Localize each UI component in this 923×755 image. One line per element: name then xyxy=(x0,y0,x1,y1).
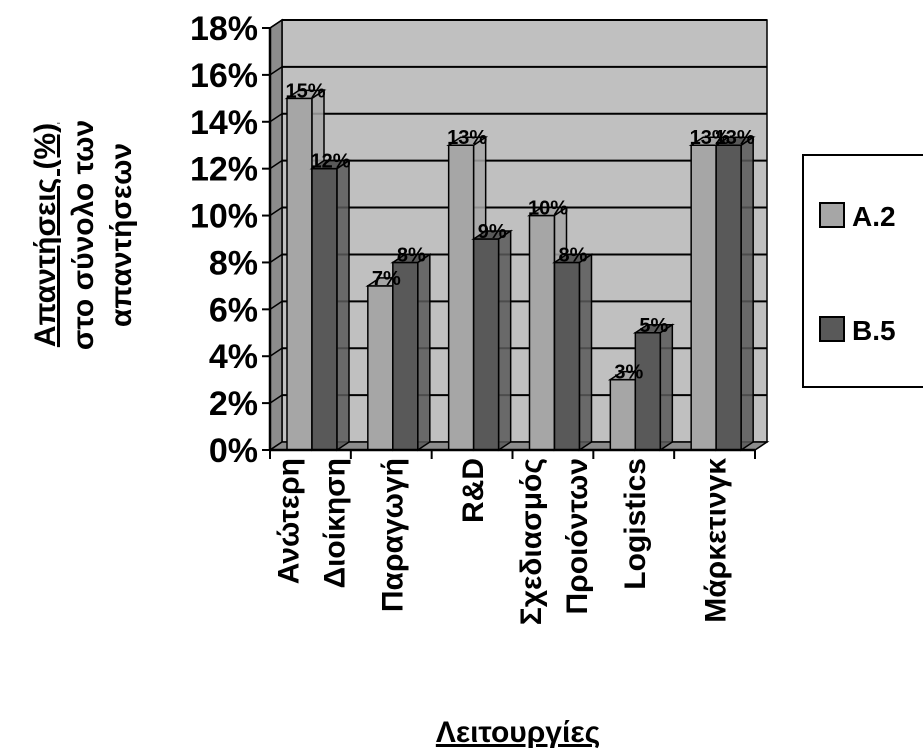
bar-a2-front xyxy=(528,214,556,451)
data-label-a2: 15% xyxy=(285,80,325,102)
bar-b5-side xyxy=(578,253,593,452)
data-label-b5: 12% xyxy=(310,151,350,173)
gridline xyxy=(269,253,283,264)
side-wall xyxy=(269,18,283,452)
y-tick-label: 18% xyxy=(190,10,258,48)
x-tick-label: R&D xyxy=(457,458,490,523)
data-label-b5: 13% xyxy=(715,127,755,149)
data-label-b5: 8% xyxy=(397,244,426,266)
bar-b5-front xyxy=(634,332,662,451)
bar-a2-front xyxy=(447,144,475,451)
bar-b5-front xyxy=(392,261,419,451)
data-label-b5: 8% xyxy=(559,244,588,266)
bar-a2-front xyxy=(690,144,717,451)
data-label-a2: 13% xyxy=(690,127,730,149)
gridline xyxy=(269,113,283,123)
y-tick-label: 12% xyxy=(190,151,258,189)
y-axis-title-line-1: Απαντήσεις (%) xyxy=(29,123,62,347)
bar-b5-front xyxy=(553,261,581,451)
y-tick-label: 6% xyxy=(209,291,258,329)
bar-a2-front xyxy=(367,285,394,451)
x-tick-label: Logistics xyxy=(619,458,652,590)
y-tick-label: 8% xyxy=(209,244,258,282)
data-label-a2: 7% xyxy=(372,268,401,290)
bar-b5-side xyxy=(417,253,431,452)
bar-a2-front xyxy=(609,378,637,451)
bar-b5-side xyxy=(497,229,512,452)
data-label-a2: 10% xyxy=(528,198,568,220)
gridline xyxy=(269,206,283,217)
bar-a2-front xyxy=(286,97,313,451)
x-tick-label: Ανώτερη xyxy=(272,458,305,584)
x-axis-title: Λειτουργίες xyxy=(436,716,600,749)
bar-b5-side xyxy=(659,323,674,452)
gridline xyxy=(269,347,283,357)
gridline xyxy=(269,66,283,76)
gridline xyxy=(269,160,283,170)
data-label-a2: 13% xyxy=(447,127,487,149)
legend-label-b5: B.5 xyxy=(852,315,896,346)
data-labels: 15%12%7%8%13%9%10%8%3%5%13%13% xyxy=(285,80,754,383)
y-axis-title: Απαντήσεις (%) στο σύνολο των απαντήσεων xyxy=(29,120,138,350)
y-tick-label: 14% xyxy=(190,104,258,142)
x-tick-label: Διοίκηση xyxy=(318,458,351,588)
bars xyxy=(284,88,756,452)
data-label-a2: 3% xyxy=(614,362,643,384)
legend-swatch-a2 xyxy=(819,202,845,228)
y-tick-label: 0% xyxy=(209,432,258,470)
y-axis-title-line-3: απαντήσεων xyxy=(105,143,138,327)
bar-b5-front xyxy=(715,144,742,451)
bar-b5-side xyxy=(336,159,350,452)
legend: A.2 B.5 xyxy=(802,154,923,388)
data-label-b5: 5% xyxy=(639,315,668,337)
y-axis-title-line-2: στο σύνολο των xyxy=(67,120,100,350)
y-tick-label: 10% xyxy=(190,198,258,236)
y-tick-label: 2% xyxy=(209,385,258,423)
legend-swatch-b5 xyxy=(819,316,845,342)
bar-b5-front xyxy=(472,238,500,451)
x-tick-label: Μάρκετινγκ xyxy=(700,458,733,623)
x-tick-label: Παραγωγή xyxy=(376,458,409,612)
y-tick-label: 16% xyxy=(190,57,258,95)
bar-b5-side xyxy=(740,135,754,452)
y-tick-label: 4% xyxy=(209,338,258,376)
x-tick-label: Σχεδιασμός xyxy=(515,458,548,625)
gridline xyxy=(269,19,283,29)
legend-box xyxy=(802,154,923,388)
data-label-b5: 9% xyxy=(478,221,507,243)
axes: 0% 2% 4% 6% 8% 10% 12% 14% 16% 18% Ανώτερη Διοίκηση… xyxy=(190,10,756,625)
gridline xyxy=(269,300,283,310)
x-tick-label: Προιόντων xyxy=(561,458,594,614)
bar-b5-front xyxy=(311,167,338,451)
gridline xyxy=(269,394,283,404)
legend-label-a2: A.2 xyxy=(852,201,896,232)
